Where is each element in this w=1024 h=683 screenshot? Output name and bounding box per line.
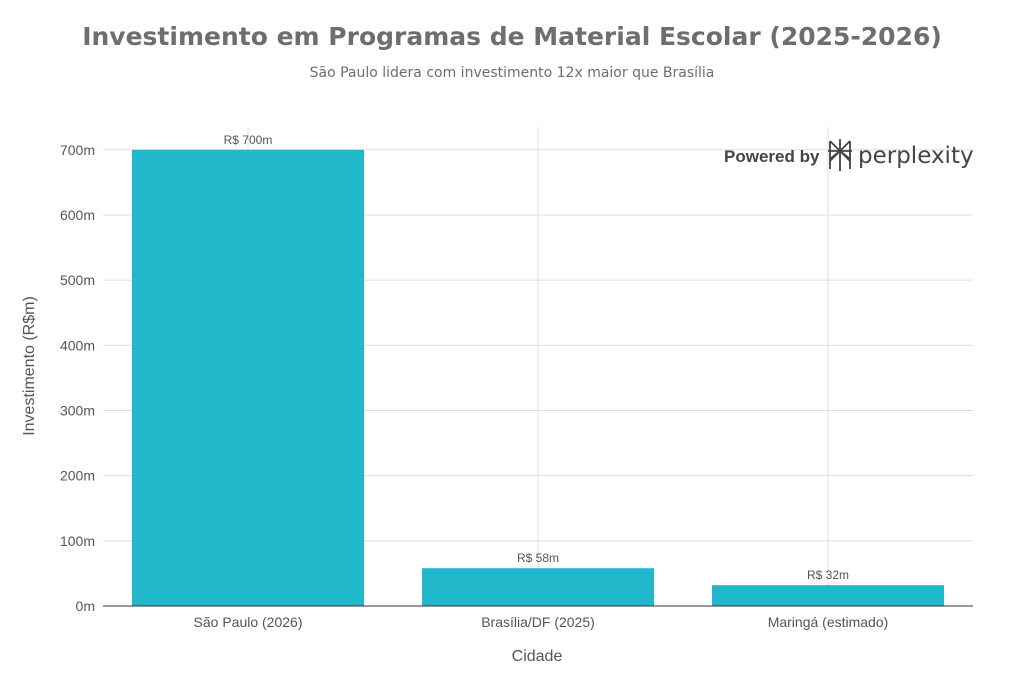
y-axis-ticks: 0m 100m 200m 300m 400m 500m 600m 700m [60,142,95,614]
chart-title: Investimento em Programas de Material Es… [82,22,942,51]
bars-layer [132,149,944,607]
bar [712,585,944,606]
x-axis-ticks: São Paulo (2026) Brasília/DF (2025) Maring… [194,614,889,630]
watermark-label: Powered by [724,147,820,166]
data-labels-layer: R$ 700m R$ 58m R$ 32m [224,133,849,582]
watermark: Powered by perplexity [724,139,974,171]
y-tick-label: 300m [60,402,95,418]
bar [132,149,364,607]
watermark-brand: perplexity [858,143,974,169]
y-axis-title: Investimento (R$m) [21,296,38,436]
x-axis-title: Cidade [512,648,563,665]
bar-data-label: R$ 58m [517,551,559,565]
bar-data-label: R$ 700m [224,133,273,147]
y-tick-label: 200m [60,468,95,484]
y-tick-label: 500m [60,272,95,288]
y-tick-label: 400m [60,337,95,353]
x-tick-label: São Paulo (2026) [194,614,303,630]
bar-data-label: R$ 32m [807,568,849,582]
y-tick-label: 0m [76,598,95,614]
perplexity-logo-icon [828,139,852,171]
bar [422,568,654,606]
x-tick-label: Brasília/DF (2025) [481,614,595,630]
y-tick-label: 600m [60,207,95,223]
y-tick-label: 700m [60,142,95,158]
chart-subtitle: São Paulo lidera com investimento 12x ma… [310,65,715,81]
y-tick-label: 100m [60,533,95,549]
x-tick-label: Maringá (estimado) [768,614,889,630]
